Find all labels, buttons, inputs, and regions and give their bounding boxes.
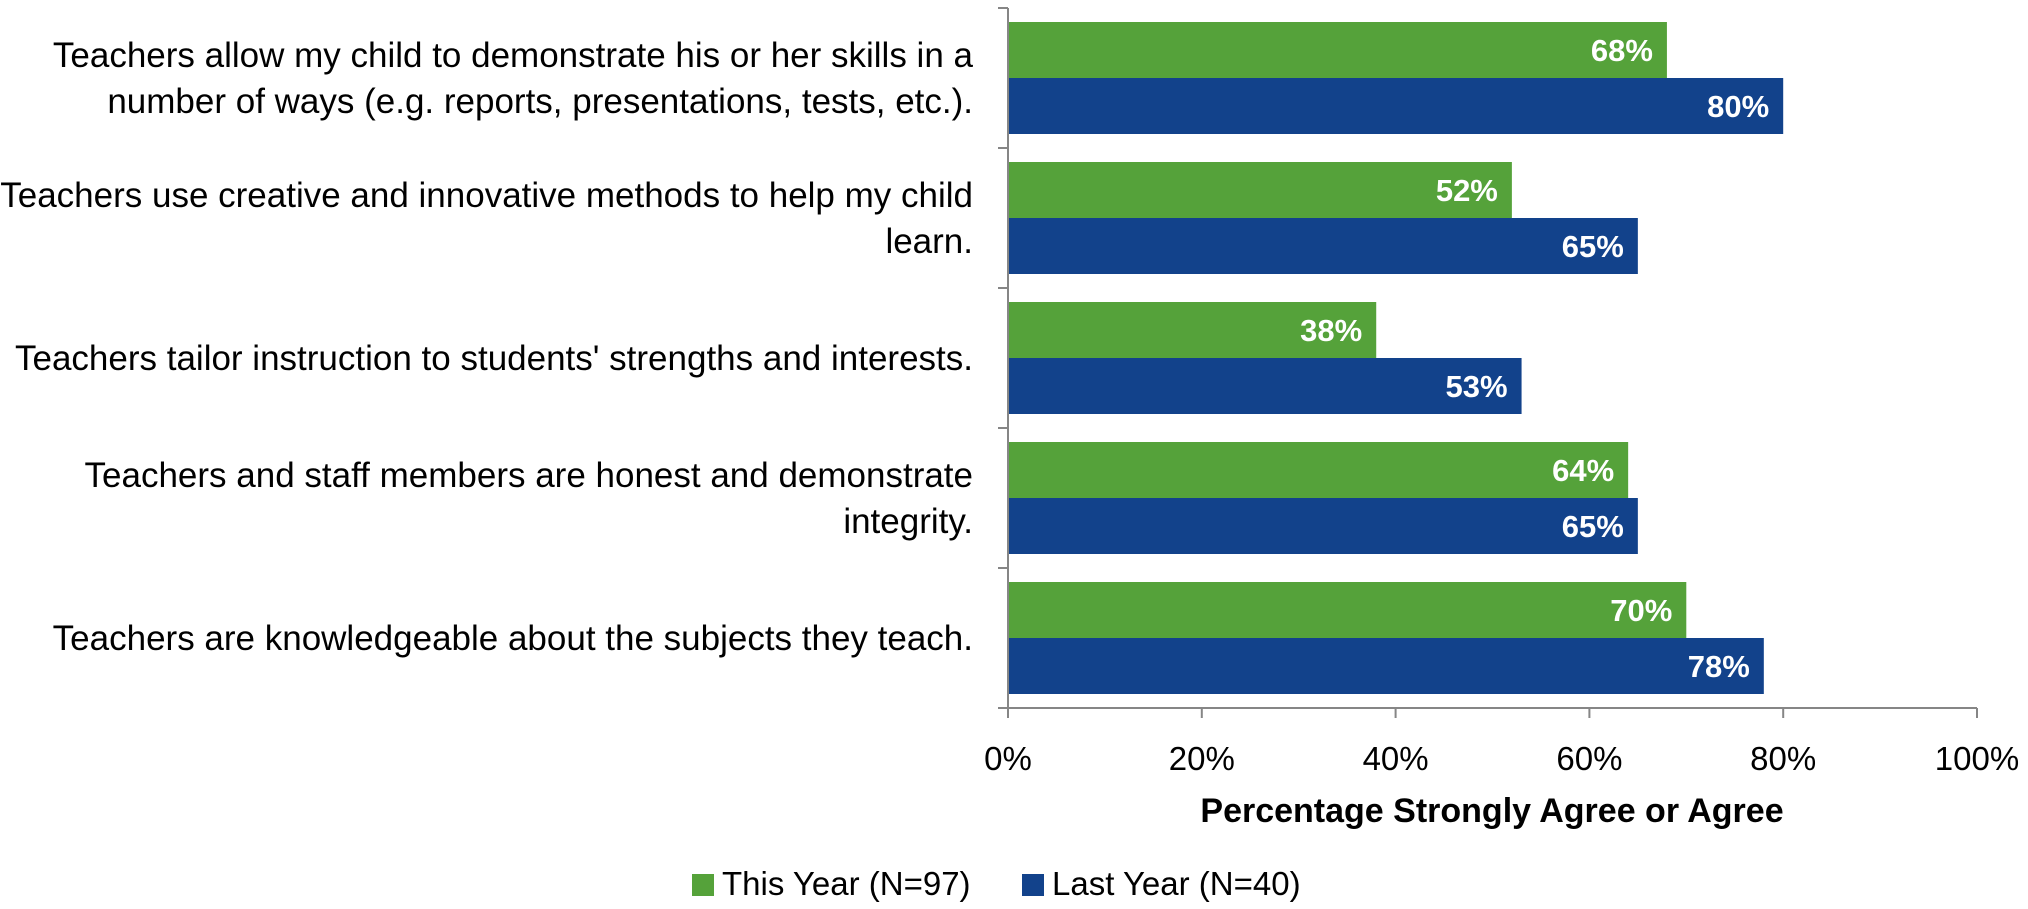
bar	[1008, 22, 1667, 78]
x-tick-label: 80%	[1750, 740, 1816, 777]
bar-value-label: 65%	[1562, 229, 1624, 264]
bar	[1008, 302, 1377, 358]
bar-value-label: 70%	[1610, 593, 1672, 628]
category-label: integrity.	[843, 502, 973, 541]
bar-value-label: 53%	[1446, 369, 1508, 404]
x-axis-title: Percentage Strongly Agree or Agree	[1200, 792, 1783, 830]
bar	[1008, 498, 1638, 554]
bar	[1008, 218, 1638, 274]
bar-value-label: 65%	[1562, 509, 1624, 544]
bar-value-label: 80%	[1707, 89, 1769, 124]
category-label: Teachers are knowledgeable about the sub…	[53, 619, 973, 658]
x-tick-label: 20%	[1169, 740, 1235, 777]
bar-value-label: 68%	[1591, 33, 1653, 68]
bar	[1008, 582, 1687, 638]
axes	[998, 7, 1977, 709]
bar-value-label: 64%	[1552, 453, 1614, 488]
x-tick-label: 0%	[984, 740, 1032, 777]
legend: This Year (N=97) Last Year (N=40)	[692, 865, 1301, 902]
category-label: Teachers tailor instruction to students'…	[15, 339, 973, 378]
category-label: Teachers and staff members are honest an…	[85, 456, 973, 495]
x-tick-label: 100%	[1935, 740, 2019, 777]
legend-swatch	[1022, 874, 1044, 896]
category-label: Teachers use creative and innovative met…	[0, 176, 973, 215]
bar	[1008, 358, 1522, 414]
bar	[1008, 78, 1784, 134]
bar-value-label: 78%	[1688, 649, 1750, 684]
bar-value-label: 52%	[1436, 173, 1498, 208]
legend-label: Last Year (N=40)	[1052, 865, 1301, 902]
category-label: learn.	[885, 222, 973, 261]
bar-value-label: 38%	[1300, 313, 1362, 348]
category-label: number of ways (e.g. reports, presentati…	[107, 82, 973, 121]
bars	[1008, 22, 1784, 694]
bar	[1008, 442, 1629, 498]
bar	[1008, 162, 1512, 218]
x-tick-label: 40%	[1363, 740, 1429, 777]
x-tick-label: 60%	[1556, 740, 1622, 777]
bar	[1008, 638, 1764, 694]
legend-label: This Year (N=97)	[722, 865, 971, 902]
category-label: Teachers allow my child to demonstrate h…	[53, 36, 974, 75]
category-labels: Teachers allow my child to demonstrate h…	[0, 36, 973, 658]
x-axis-ticks: 0% 20% 40% 60% 80% 100%	[984, 708, 2019, 777]
legend-swatch	[692, 874, 714, 896]
bar-labels: 68% 52% 38% 64% 70% 80% 65% 53% 65% 78%	[1300, 33, 1769, 684]
